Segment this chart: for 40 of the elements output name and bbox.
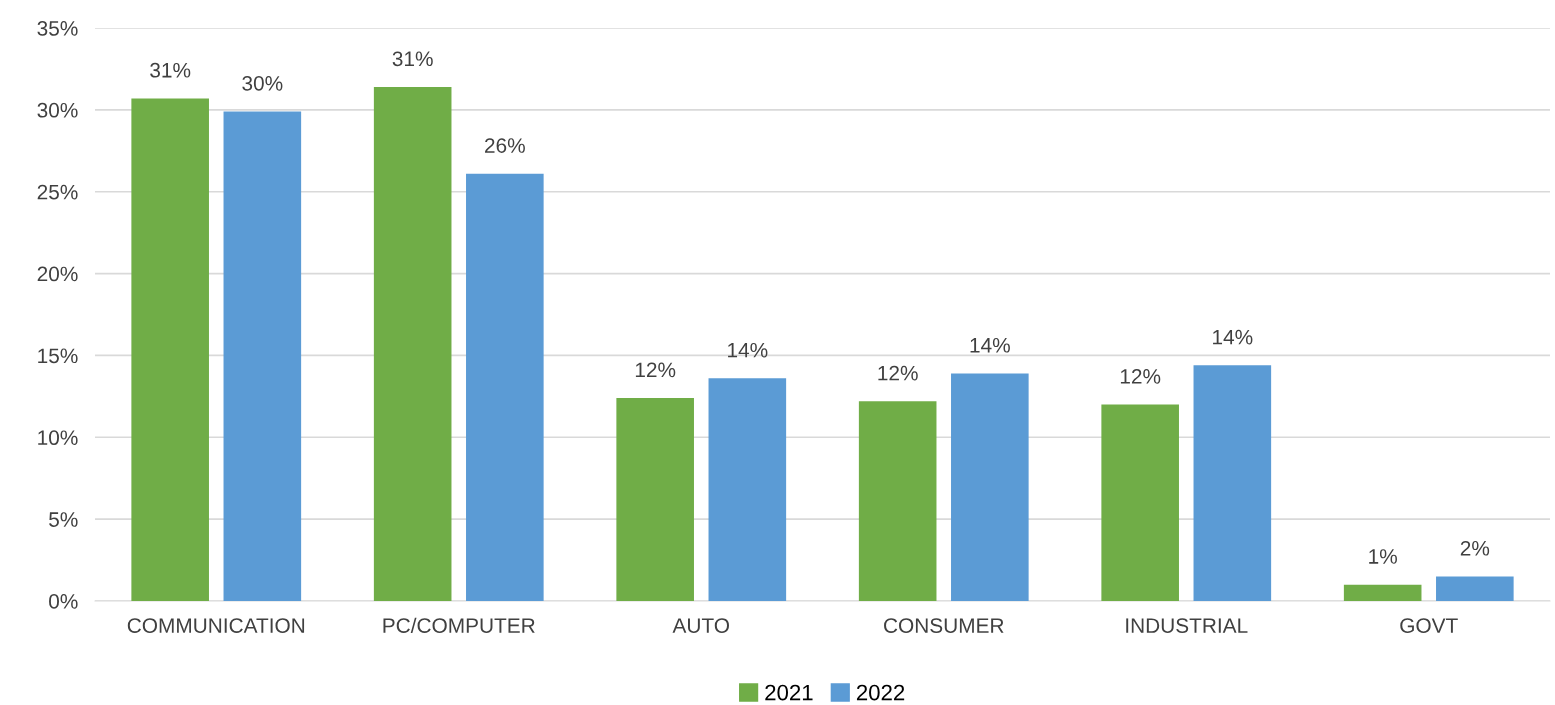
y-tick-label: 35% [37,21,78,36]
x-tick-label: PC/COMPUTER [383,617,535,633]
y-tick-label: 0% [49,594,78,609]
y-tick-label: 5% [49,512,78,527]
bar [373,86,452,601]
x-tick-label: GOVT [1400,618,1458,633]
data-label: 12% [878,365,918,381]
bar [223,111,302,601]
y-tick-label: 15% [38,348,78,364]
data-label: 26% [485,138,525,153]
bar [951,373,1029,601]
data-label: 14% [1213,329,1253,345]
data-label: 31% [392,51,433,67]
bar [858,401,937,601]
data-label: 14% [728,342,768,358]
y-tick-label: 20% [37,266,78,282]
bar [708,378,787,601]
bar [1193,365,1272,601]
bar [616,397,694,601]
data-label: 31% [150,62,191,78]
legend-label: 2022 [856,684,905,701]
y-tick-label: 10% [38,430,78,446]
data-label: 1% [1369,549,1397,564]
y-tick-label: 25% [37,184,78,200]
bar [131,98,209,601]
data-label: 12% [1120,369,1161,384]
bar [466,173,544,601]
data-label: 2% [1460,540,1490,556]
x-tick-label: INDUSTRIAL [1126,618,1248,633]
data-label: 30% [242,75,283,91]
bar [1101,404,1179,601]
legend-label: 2021 [765,684,813,701]
data-label: 12% [635,362,676,378]
x-tick-label: CONSUMER [884,618,1004,633]
x-tick-label: COMMUNICATION [127,618,305,633]
bar [1343,584,1422,601]
bar [1436,576,1514,601]
y-tick-label: 30% [37,102,78,118]
x-tick-label: AUTO [672,618,730,633]
data-label: 14% [970,337,1010,353]
